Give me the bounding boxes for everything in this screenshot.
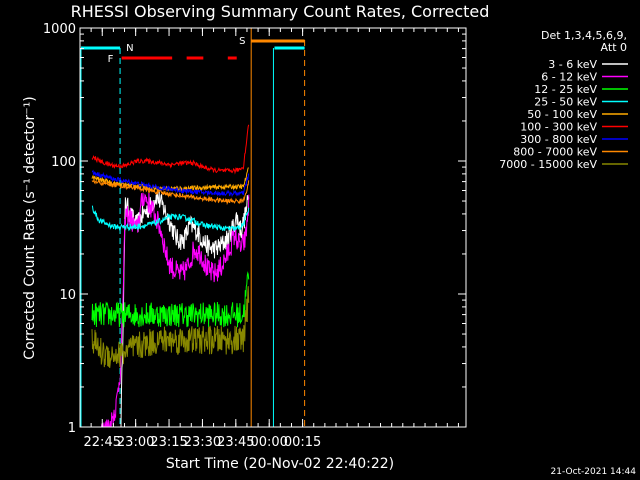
x-tick-label: 00:15	[284, 435, 321, 450]
legend-label: 100 - 300 keV	[520, 121, 597, 134]
legend-label: 3 - 6 keV	[548, 58, 597, 71]
plot-frame	[79, 27, 467, 428]
y-axis-label: Corrected Count Rate (s⁻¹ detector⁻¹)	[22, 96, 38, 359]
x-axis-label: Start Time (20-Nov-02 22:40:22)	[166, 456, 394, 472]
marker-label-saa: S	[239, 36, 245, 47]
marker-label-night: N	[126, 43, 133, 54]
series-line-800-7000-keV	[91, 178, 250, 206]
series-line-3-6-keV	[120, 191, 250, 428]
x-tick-label: 23:15	[150, 435, 187, 450]
y-tick-label: 100	[51, 155, 76, 170]
x-tick-label: 23:45	[217, 435, 254, 450]
series-line-7000-15000-keV	[91, 286, 250, 369]
chart-title: RHESSI Observing Summary Count Rates, Co…	[71, 2, 490, 21]
legend-label: 800 - 7000 keV	[513, 146, 597, 159]
y-tick-label: 1	[68, 421, 76, 436]
x-tick-label: 23:00	[117, 435, 154, 450]
marker-label-flare: F	[108, 54, 114, 65]
legend-label: 50 - 100 keV	[527, 108, 597, 121]
x-tick-label: 00:00	[250, 435, 287, 450]
legend-title-line-1: Det 1,3,4,5,6,9,	[541, 29, 627, 42]
y-tick-label: 1000	[43, 22, 76, 37]
series-line-300-800-keV	[92, 169, 250, 198]
series-line-100-300-keV	[91, 124, 250, 175]
series-line-6-12-keV	[100, 192, 250, 428]
legend-label: 6 - 12 keV	[541, 71, 597, 84]
data-layer: N F S	[80, 28, 306, 428]
series-line-12-25-keV	[91, 271, 250, 328]
x-tick-label: 22:45	[84, 435, 121, 450]
legend-label: 25 - 50 keV	[534, 96, 597, 109]
date-stamp: 21-Oct-2021 14:44	[551, 467, 637, 477]
legend-label: 7000 - 15000 keV	[499, 158, 597, 171]
x-tick-label: 23:30	[184, 435, 221, 450]
legend-title-line-2: Att 0	[601, 41, 627, 54]
legend-label: 300 - 800 keV	[520, 133, 597, 146]
series-line-25-50-keV	[91, 205, 250, 232]
y-tick-label: 10	[59, 288, 76, 303]
legend-label: 12 - 25 keV	[534, 83, 597, 96]
